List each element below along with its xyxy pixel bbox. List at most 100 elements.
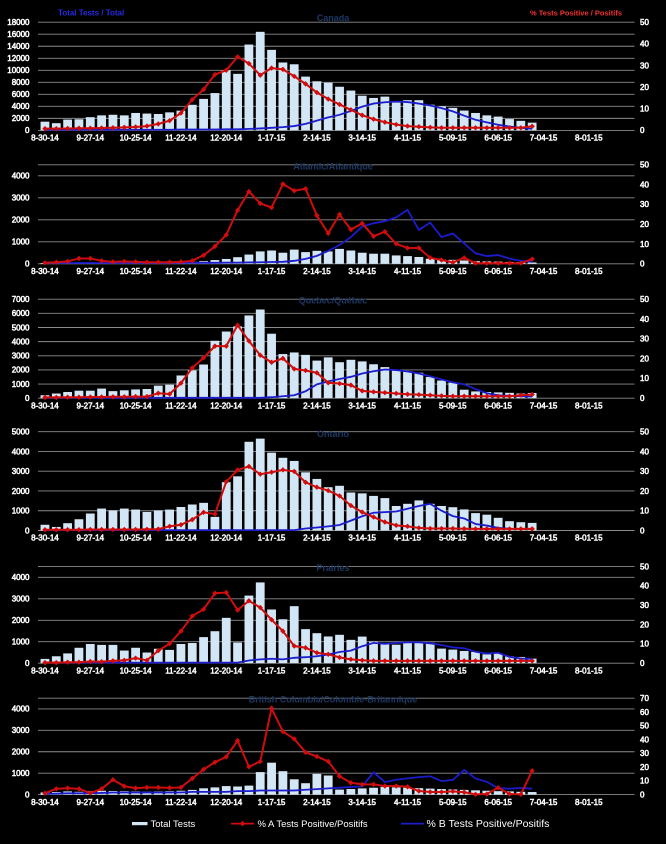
svg-text:British Columbia/Colombie-Brit: British Columbia/Colombie-Britannique	[249, 694, 418, 704]
svg-text:4000: 4000	[12, 102, 30, 111]
svg-text:50: 50	[640, 18, 649, 27]
svg-text:40: 40	[640, 180, 649, 189]
svg-text:10: 10	[640, 507, 649, 516]
svg-text:6000: 6000	[12, 309, 30, 318]
svg-text:1-17-15: 1-17-15	[258, 666, 286, 675]
svg-text:3-14-15: 3-14-15	[348, 798, 376, 807]
svg-text:% A Tests Positive/Positifs: % A Tests Positive/Positifs	[258, 819, 368, 830]
svg-text:8-30-14: 8-30-14	[31, 534, 59, 543]
svg-text:7-04-15: 7-04-15	[530, 134, 558, 143]
svg-text:5-09-15: 5-09-15	[439, 267, 467, 276]
svg-text:4000: 4000	[12, 172, 30, 181]
svg-text:0: 0	[25, 260, 30, 269]
svg-text:8-30-14: 8-30-14	[31, 401, 59, 410]
svg-text:4-11-15: 4-11-15	[394, 401, 422, 410]
svg-text:0: 0	[25, 790, 30, 799]
svg-text:2000: 2000	[12, 114, 30, 123]
svg-text:50: 50	[640, 161, 649, 170]
svg-text:10-25-14: 10-25-14	[120, 798, 153, 807]
svg-text:7-04-15: 7-04-15	[530, 798, 558, 807]
svg-text:8-01-15: 8-01-15	[575, 267, 603, 276]
svg-text:20: 20	[640, 83, 649, 92]
svg-text:6-06-15: 6-06-15	[484, 798, 512, 807]
svg-text:5-09-15: 5-09-15	[439, 798, 467, 807]
svg-text:5000: 5000	[12, 323, 30, 332]
svg-text:2000: 2000	[12, 616, 30, 625]
svg-text:8-30-14: 8-30-14	[31, 267, 59, 276]
svg-text:% B Tests Positive/Positifs: % B Tests Positive/Positifs	[427, 818, 550, 830]
svg-text:12-20-14: 12-20-14	[210, 798, 243, 807]
svg-text:3-14-15: 3-14-15	[348, 134, 376, 143]
svg-text:7-04-15: 7-04-15	[530, 534, 558, 543]
svg-text:2000: 2000	[12, 216, 30, 225]
svg-text:8-01-15: 8-01-15	[575, 134, 603, 143]
svg-text:3-14-15: 3-14-15	[348, 401, 376, 410]
svg-text:12-20-14: 12-20-14	[210, 401, 243, 410]
svg-text:20: 20	[640, 354, 649, 363]
svg-text:11-22-14: 11-22-14	[165, 666, 197, 675]
svg-text:9-27-14: 9-27-14	[77, 401, 105, 410]
svg-text:40: 40	[640, 447, 649, 456]
svg-text:9-27-14: 9-27-14	[77, 798, 105, 807]
svg-text:6-06-15: 6-06-15	[484, 134, 512, 143]
svg-text:Total Tests / Total: Total Tests / Total	[58, 9, 124, 18]
svg-text:20: 20	[640, 220, 649, 229]
svg-text:10-25-14: 10-25-14	[120, 267, 153, 276]
svg-text:3000: 3000	[12, 467, 30, 476]
svg-text:2-14-15: 2-14-15	[303, 401, 331, 410]
svg-text:30: 30	[640, 749, 649, 758]
svg-text:8-30-14: 8-30-14	[31, 666, 59, 675]
svg-text:30: 30	[640, 200, 649, 209]
svg-text:3-14-15: 3-14-15	[348, 267, 376, 276]
svg-text:8-01-15: 8-01-15	[575, 534, 603, 543]
svg-text:4-11-15: 4-11-15	[394, 798, 422, 807]
svg-text:Atlantic/Atlantique: Atlantic/Atlantique	[293, 161, 373, 171]
svg-text:40: 40	[640, 735, 649, 744]
svg-text:0: 0	[25, 126, 30, 135]
svg-text:5-09-15: 5-09-15	[439, 534, 467, 543]
svg-text:2-14-15: 2-14-15	[303, 798, 331, 807]
svg-text:8-01-15: 8-01-15	[575, 401, 603, 410]
svg-text:7-04-15: 7-04-15	[530, 666, 558, 675]
svg-text:1-17-15: 1-17-15	[258, 267, 286, 276]
svg-text:1000: 1000	[12, 380, 30, 389]
svg-text:1-17-15: 1-17-15	[258, 401, 286, 410]
svg-text:18000: 18000	[7, 18, 30, 27]
svg-text:50: 50	[640, 295, 649, 304]
svg-text:0: 0	[25, 526, 30, 535]
svg-text:50: 50	[640, 562, 649, 571]
svg-text:40: 40	[640, 582, 649, 591]
svg-text:6-06-15: 6-06-15	[484, 267, 512, 276]
svg-text:10-25-14: 10-25-14	[120, 134, 153, 143]
svg-text:10000: 10000	[7, 66, 30, 75]
svg-text:20: 20	[640, 487, 649, 496]
svg-text:11-22-14: 11-22-14	[165, 534, 197, 543]
svg-text:8-30-14: 8-30-14	[31, 798, 59, 807]
svg-text:2000: 2000	[12, 487, 30, 496]
svg-text:5000: 5000	[12, 428, 30, 437]
svg-text:2000: 2000	[12, 366, 30, 375]
svg-text:9-27-14: 9-27-14	[77, 666, 105, 675]
svg-text:4-11-15: 4-11-15	[394, 666, 422, 675]
svg-text:1000: 1000	[12, 507, 30, 516]
svg-text:0: 0	[640, 790, 645, 799]
svg-text:2000: 2000	[12, 748, 30, 757]
svg-text:10: 10	[640, 640, 649, 649]
svg-text:5-09-15: 5-09-15	[439, 666, 467, 675]
svg-text:10: 10	[640, 374, 649, 383]
svg-text:1000: 1000	[12, 638, 30, 647]
svg-text:4000: 4000	[12, 705, 30, 714]
svg-text:Canada: Canada	[317, 13, 351, 23]
svg-text:11-22-14: 11-22-14	[165, 267, 197, 276]
svg-text:% Tests Positive / Positifs: % Tests Positive / Positifs	[530, 9, 622, 18]
svg-text:4-11-15: 4-11-15	[394, 534, 422, 543]
svg-text:40: 40	[640, 40, 649, 49]
svg-text:50: 50	[640, 428, 649, 437]
svg-text:11-22-14: 11-22-14	[165, 798, 197, 807]
svg-text:0: 0	[25, 394, 30, 403]
svg-text:11-22-14: 11-22-14	[165, 134, 197, 143]
svg-text:5-09-15: 5-09-15	[439, 401, 467, 410]
svg-text:2-14-15: 2-14-15	[303, 666, 331, 675]
svg-text:7000: 7000	[12, 295, 30, 304]
svg-text:11-22-14: 11-22-14	[165, 401, 197, 410]
